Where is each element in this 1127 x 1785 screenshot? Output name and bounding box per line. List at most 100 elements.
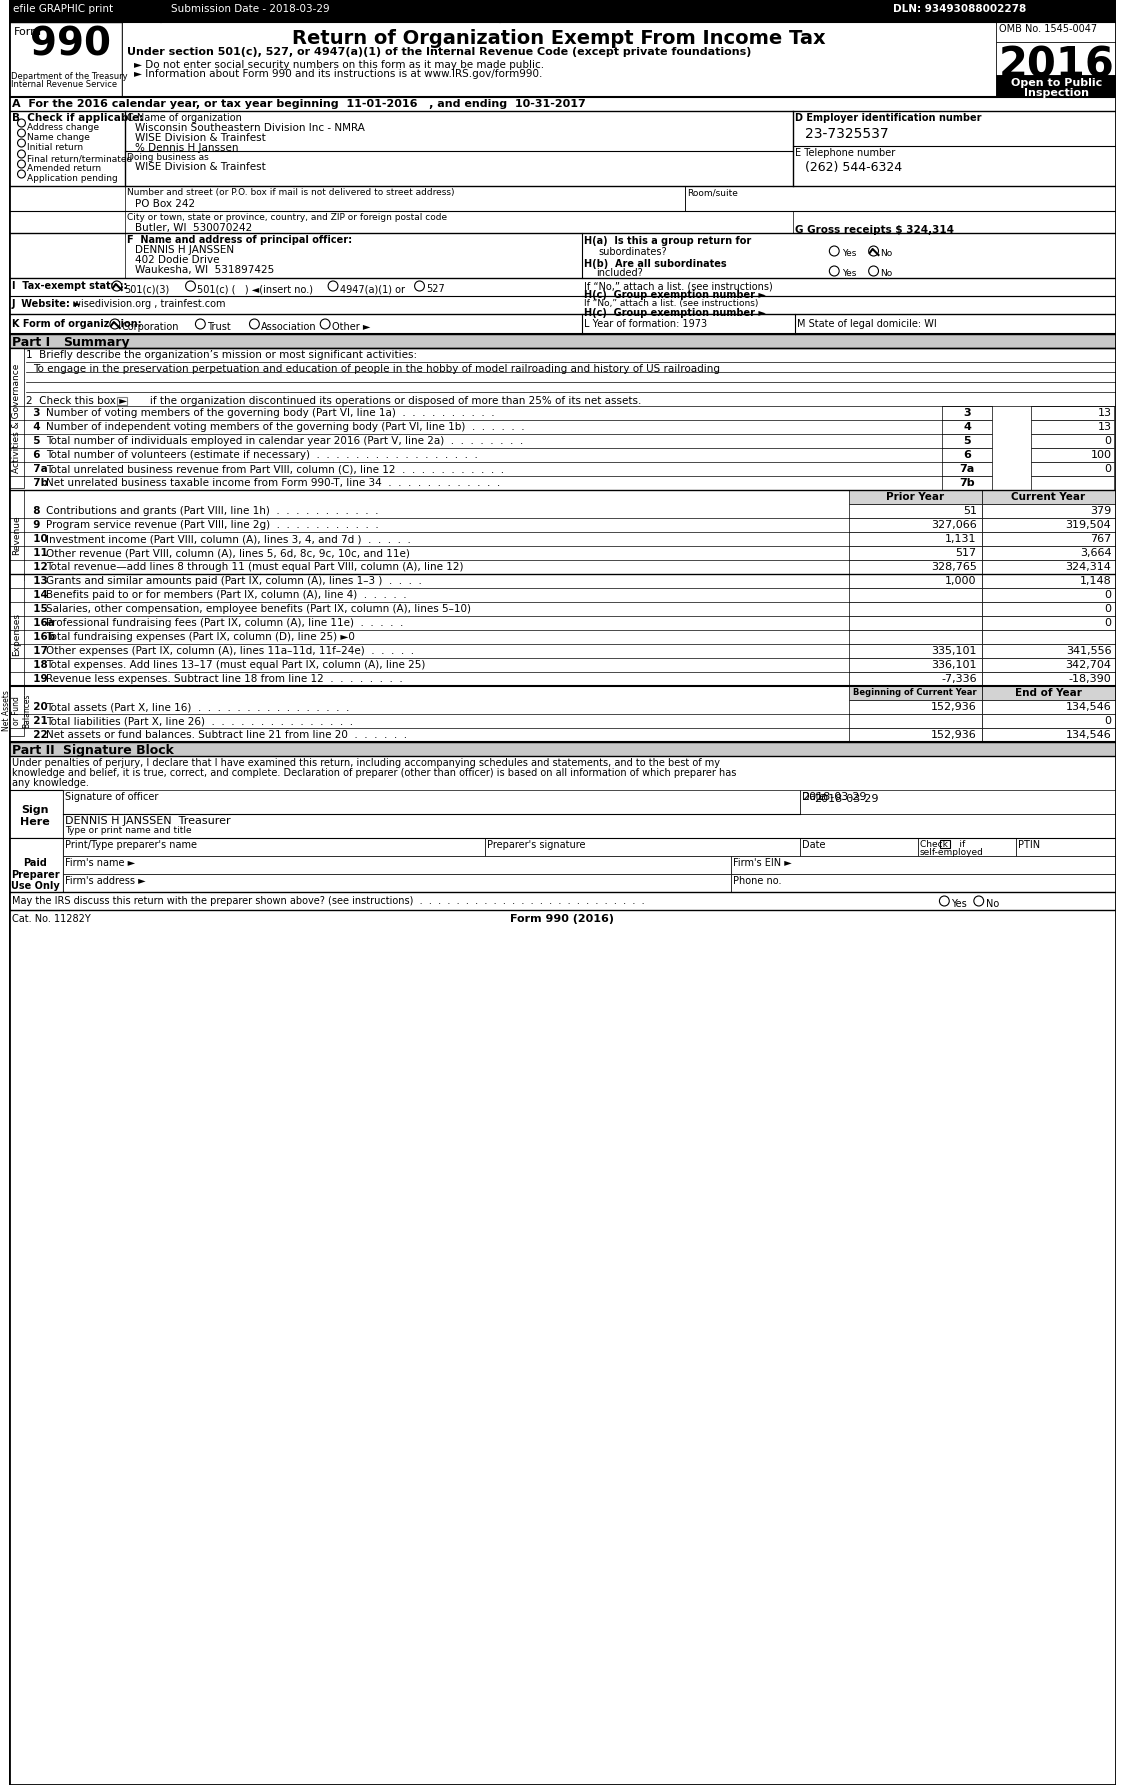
Text: WISE Division & Trainfest: WISE Division & Trainfest [134,134,265,143]
Text: Benefits paid to or for members (Part IX, column (A), line 4)  .  .  .  .  .: Benefits paid to or for members (Part IX… [46,591,407,600]
Circle shape [249,320,259,328]
Text: 3: 3 [26,409,41,418]
Text: Doing business as: Doing business as [126,154,208,162]
Bar [849,630,982,644]
Text: 0: 0 [1104,716,1111,726]
Bar [1017,837,1117,857]
Text: Under penalties of perjury, I declare that I have examined this return, includin: Under penalties of perjury, I declare th… [11,759,720,768]
Bar [9,743,1117,757]
Text: Part I: Part I [11,336,50,350]
Text: M State of legal domicile: WI: M State of legal domicile: WI [797,320,937,328]
Bar [125,111,793,186]
Text: 1  Briefly describe the organization’s mission or most significant activities:: 1 Briefly describe the organization’s mi… [26,350,417,361]
Bar [849,685,982,700]
Text: City or town, state or province, country, and ZIP or foreign postal code: City or town, state or province, country… [126,212,446,221]
Text: 501(c)(3): 501(c)(3) [124,284,169,295]
Text: Firm's address ►: Firm's address ► [64,876,145,885]
Text: Activities & Governance: Activities & Governance [12,364,21,473]
Bar [1031,448,1115,462]
Text: 767: 767 [1090,534,1111,544]
Text: Preparer's signature: Preparer's signature [487,841,586,850]
Text: 0: 0 [1104,464,1111,475]
Text: 0: 0 [1104,591,1111,600]
Circle shape [328,280,338,291]
Text: Current Year: Current Year [1011,493,1085,502]
Text: Internal Revenue Service: Internal Revenue Service [10,80,117,89]
Bar [982,644,1117,659]
Text: Yes: Yes [842,270,857,278]
Circle shape [869,266,878,277]
Bar [849,491,982,503]
Text: ► Do not enter social security numbers on this form as it may be made public.: ► Do not enter social security numbers o… [133,61,543,70]
Text: 2  Check this box ►       if the organization discontinued its operations or dis: 2 Check this box ► if the organization d… [26,396,641,405]
Text: (262) 544-6324: (262) 544-6324 [805,161,902,173]
Bar [849,644,982,659]
Text: G Gross receipts $ 324,314: G Gross receipts $ 324,314 [795,225,953,236]
Bar [982,700,1117,714]
Text: Inspection: Inspection [1024,87,1089,98]
Bar [9,791,63,837]
Text: Date: Date [801,841,825,850]
Text: Cat. No. 11282Y: Cat. No. 11282Y [11,914,90,925]
Text: Professional fundraising fees (Part IX, column (A), line 11e)  .  .  .  .  .: Professional fundraising fees (Part IX, … [46,618,403,628]
Text: 2016: 2016 [999,45,1115,86]
Bar [849,518,982,532]
Bar [849,671,982,685]
Bar [942,448,992,462]
Circle shape [186,280,195,291]
Text: Submission Date - 2018-03-29: Submission Date - 2018-03-29 [171,4,329,14]
Text: Number and street (or P.O. box if mail is not delivered to street address): Number and street (or P.O. box if mail i… [126,187,454,196]
Text: Revenue: Revenue [12,516,21,555]
Circle shape [18,150,26,159]
Bar [9,0,1117,21]
Text: 10: 10 [26,534,48,544]
Text: Trust: Trust [207,321,231,332]
Bar [849,602,982,616]
Bar [917,837,1017,857]
Text: 6: 6 [26,450,41,461]
Circle shape [112,280,122,291]
Bar [800,791,1117,814]
Text: 1,131: 1,131 [946,534,977,544]
Text: Signature Block: Signature Block [63,744,174,757]
Text: Total liabilities (Part X, line 26)  .  .  .  .  .  .  .  .  .  .  .  .  .  .  .: Total liabilities (Part X, line 26) . . … [46,716,353,726]
Bar [942,477,992,491]
Text: Summary: Summary [63,336,130,350]
Text: Net Assets
or Fund
Balances: Net Assets or Fund Balances [1,691,32,732]
Text: Number of independent voting members of the governing body (Part VI, line 1b)  .: Number of independent voting members of … [46,421,525,432]
Circle shape [18,161,26,168]
Text: End of Year: End of Year [1015,687,1082,698]
Bar [122,21,996,96]
Text: Yes: Yes [842,248,857,259]
Text: 2018-03-29: 2018-03-29 [801,793,867,801]
Bar [982,518,1117,532]
Text: Investment income (Part VIII, column (A), lines 3, 4, and 7d )  .  .  .  .  .: Investment income (Part VIII, column (A)… [46,534,411,544]
Text: % Dennis H Janssen: % Dennis H Janssen [134,143,238,154]
Text: H(b)  Are all subordinates: H(b) Are all subordinates [584,259,726,270]
Bar [849,659,982,671]
Text: K Form of organization:: K Form of organization: [11,320,141,328]
Text: Salaries, other compensation, employee benefits (Part IX, column (A), lines 5–10: Salaries, other compensation, employee b… [46,603,471,614]
Bar [942,405,992,419]
Text: 13: 13 [1098,421,1111,432]
Text: 22: 22 [26,730,48,741]
Text: 18: 18 [26,660,48,669]
Bar [9,491,25,580]
Bar [942,419,992,434]
Bar [982,616,1117,630]
Text: Total assets (Part X, line 16)  .  .  .  .  .  .  .  .  .  .  .  .  .  .  .  .: Total assets (Part X, line 16) . . . . .… [46,702,349,712]
Bar [793,146,1117,186]
Text: Type or print name and title: Type or print name and title [64,826,192,835]
Bar [63,791,800,814]
Text: 990: 990 [30,25,112,62]
Text: 21: 21 [26,716,48,726]
Text: 5: 5 [964,436,970,446]
Text: Phone no.: Phone no. [733,876,781,885]
Circle shape [869,246,878,255]
Text: Total revenue—add lines 8 through 11 (must equal Part VIII, column (A), line 12): Total revenue—add lines 8 through 11 (mu… [46,562,463,571]
Bar [9,334,1117,348]
Text: ► Information about Form 990 and its instructions is at www.IRS.gov/form990.: ► Information about Form 990 and its ins… [133,70,542,79]
Circle shape [18,120,26,127]
Circle shape [110,320,119,328]
Text: PTIN: PTIN [1018,841,1040,850]
